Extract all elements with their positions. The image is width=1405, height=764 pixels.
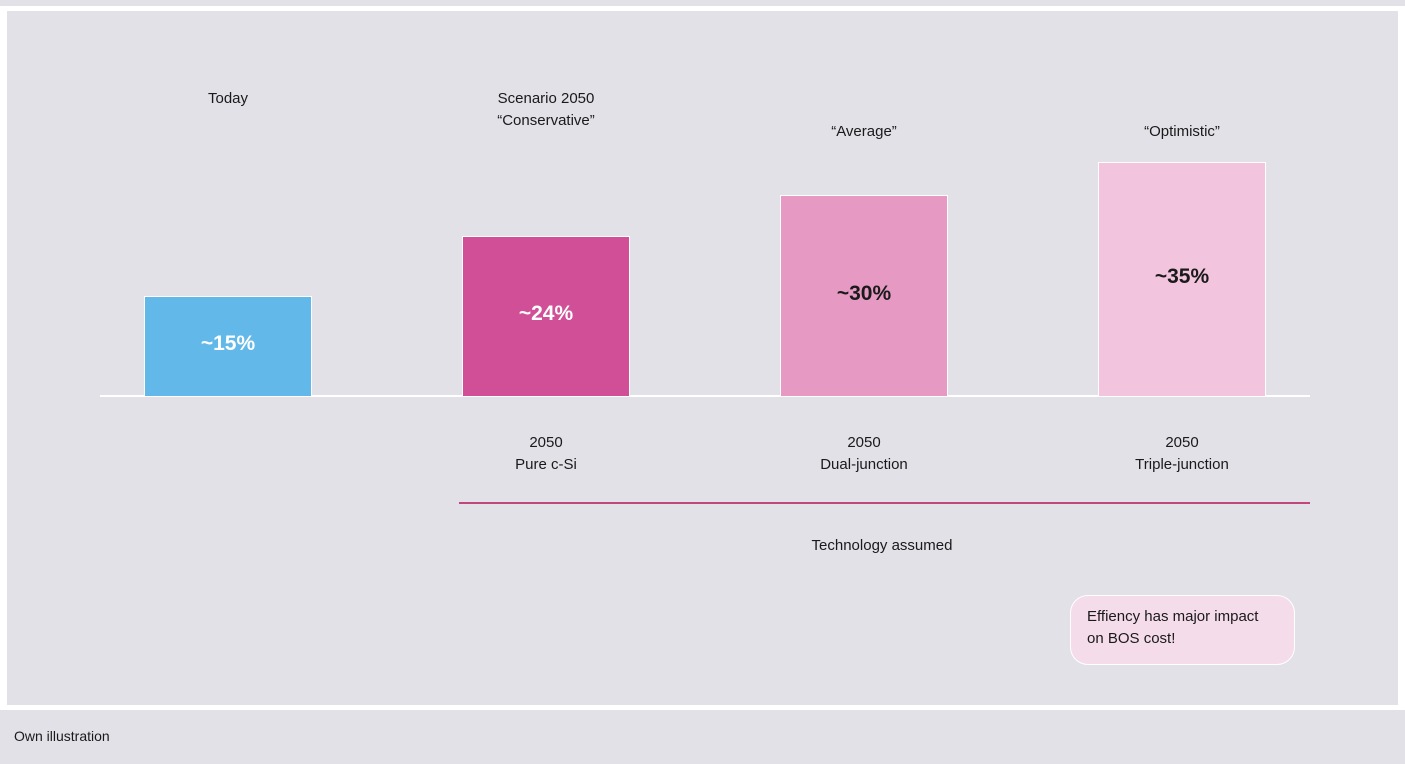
top-strip bbox=[0, 0, 1405, 6]
value-label: ~15% bbox=[200, 331, 256, 355]
category-label: “Average” bbox=[831, 123, 897, 140]
footer bbox=[0, 710, 1405, 764]
technology-label: 2050 Triple-junction bbox=[1135, 434, 1229, 473]
technology-bracket bbox=[459, 502, 1310, 504]
bar bbox=[462, 235, 630, 396]
value-label: ~30% bbox=[836, 281, 892, 305]
technology-axis-label: Technology assumed bbox=[811, 537, 953, 554]
value-label: ~24% bbox=[518, 301, 574, 325]
annotation: Effiency has major impact on BOS cost! bbox=[1070, 595, 1295, 665]
baseline bbox=[100, 395, 1310, 397]
technology-label: 2050 Pure c-Si bbox=[515, 434, 577, 473]
technology-label: 2050 Dual-junction bbox=[820, 434, 908, 473]
category-label: “Optimistic” bbox=[1144, 123, 1220, 140]
value-label: ~35% bbox=[1154, 265, 1210, 288]
bar bbox=[1098, 162, 1266, 396]
category-label: Scenario 2050 “Conservative” bbox=[497, 90, 595, 129]
bar bbox=[780, 195, 948, 396]
category-label: Today bbox=[207, 90, 249, 107]
source-note: Own illustration bbox=[14, 728, 110, 744]
bar bbox=[144, 295, 312, 396]
